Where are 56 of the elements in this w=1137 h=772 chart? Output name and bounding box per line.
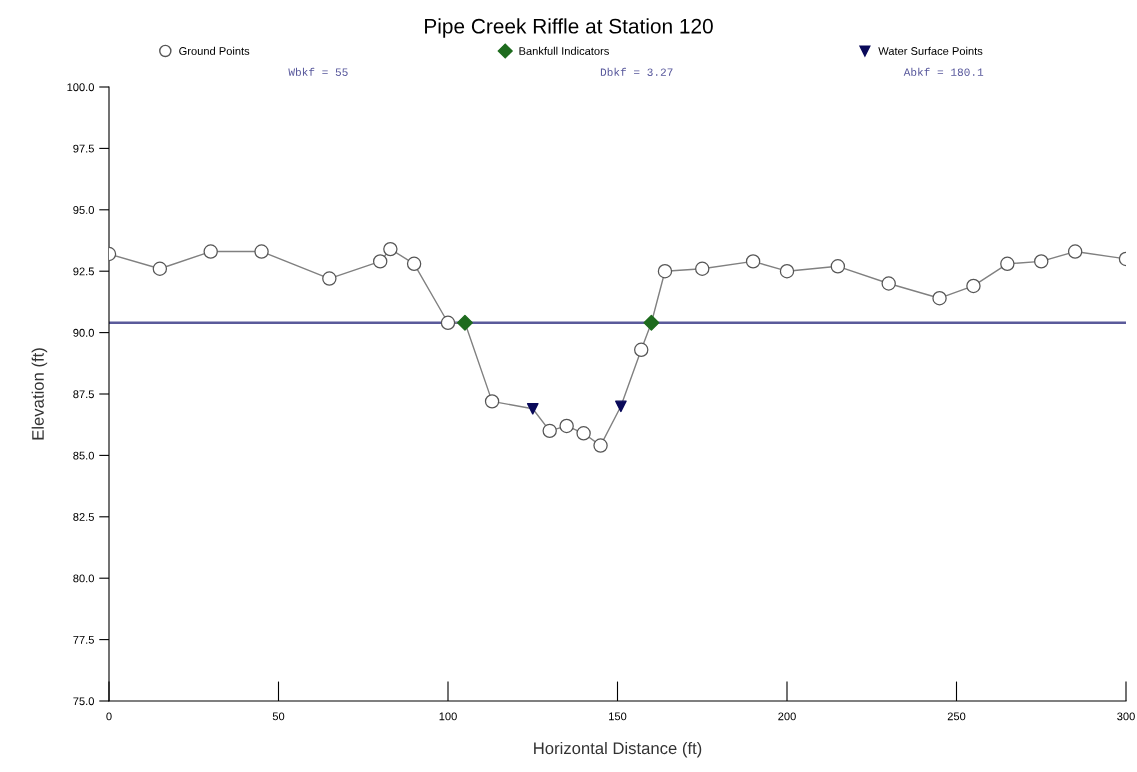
- y-axis-title: Elevation (ft): [31, 348, 48, 440]
- point: [634, 342, 649, 358]
- text: Abkf = 180.1: [903, 67, 984, 76]
- legend-label: Bankfull Indicators: [519, 46, 609, 55]
- point: [966, 278, 981, 294]
- chart-title: Pipe Creek Riffle at Station 120: [425, 18, 713, 38]
- point: [881, 276, 896, 291]
- text: Dbkf = 3.27: [600, 67, 673, 76]
- y-tick-label: 100.0: [67, 83, 94, 92]
- x-tick-label: 150: [609, 712, 627, 721]
- point: [254, 244, 269, 259]
- point: [1000, 256, 1015, 272]
- y-tick-label: 97.5: [73, 144, 94, 153]
- text: Wbkf = 55: [288, 67, 348, 76]
- point: [593, 438, 608, 453]
- x-tick-label: 0: [106, 712, 112, 721]
- point: [830, 259, 846, 274]
- y-tick-label: 92.5: [73, 267, 94, 276]
- x-tick-label: 50: [272, 712, 285, 721]
- x-tick-label: 300: [1117, 712, 1135, 721]
- y-tick-label: 77.5: [73, 635, 94, 644]
- y-tick-label: 95.0: [73, 206, 94, 214]
- point: [383, 241, 398, 257]
- x-axis-title: Horizontal Distance (ft): [534, 741, 702, 758]
- x-tick-label: 200: [778, 712, 796, 721]
- point: [203, 244, 218, 259]
- point: [406, 256, 422, 272]
- x-tick-label: 250: [947, 712, 966, 721]
- point: [745, 254, 761, 269]
- point: [779, 263, 795, 279]
- point: [576, 426, 591, 441]
- point: [456, 314, 473, 331]
- point: [484, 394, 500, 409]
- point: [152, 261, 168, 276]
- x-tick-label: 100: [439, 712, 457, 721]
- point: [1067, 244, 1083, 259]
- point: [932, 291, 947, 306]
- y-tick-label: 90.0: [73, 328, 94, 337]
- point: [526, 402, 539, 415]
- y-tick-label: 75.0: [73, 697, 94, 706]
- point: [372, 254, 388, 269]
- point: [615, 400, 627, 413]
- y-tick-label: 87.5: [73, 390, 94, 399]
- point: [440, 315, 456, 330]
- y-tick-label: 82.5: [73, 513, 94, 521]
- legend-label: Water Surface Points: [878, 46, 983, 55]
- point: [542, 423, 557, 439]
- point: [559, 418, 574, 434]
- point: [657, 263, 673, 279]
- point: [322, 271, 337, 286]
- point: [643, 314, 660, 331]
- y-tick-label: 80.0: [73, 574, 94, 583]
- point: [695, 261, 710, 276]
- legend-label: Ground Points: [179, 46, 250, 55]
- y-tick-label: 85.0: [73, 451, 94, 460]
- point: [1034, 254, 1049, 269]
